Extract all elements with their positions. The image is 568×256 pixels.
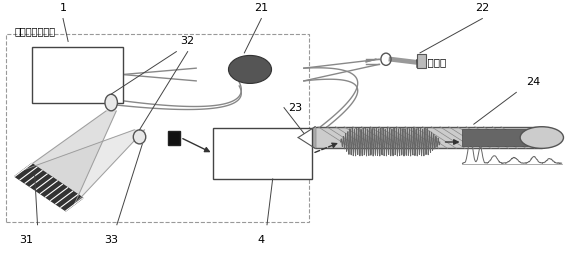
Text: 傅里叶变换: 傅里叶变换: [416, 57, 447, 67]
Bar: [32, 47, 123, 103]
Text: 23: 23: [289, 103, 302, 113]
Bar: [315, 127, 542, 148]
Text: 4: 4: [258, 235, 265, 245]
Bar: [168, 131, 180, 145]
Text: 21: 21: [254, 3, 269, 13]
Ellipse shape: [133, 130, 146, 144]
Bar: [462, 129, 535, 146]
Text: 31: 31: [19, 235, 33, 245]
Text: 22: 22: [475, 3, 490, 13]
Text: 1: 1: [60, 3, 66, 13]
Polygon shape: [298, 127, 315, 148]
Polygon shape: [23, 111, 116, 204]
Text: 33: 33: [104, 235, 118, 245]
Ellipse shape: [228, 56, 272, 83]
Ellipse shape: [105, 94, 118, 111]
Polygon shape: [15, 164, 83, 211]
Text: 32: 32: [181, 36, 195, 46]
Polygon shape: [23, 130, 145, 204]
Bar: [6, 34, 310, 222]
Bar: [417, 54, 426, 68]
Bar: [213, 128, 312, 179]
Ellipse shape: [520, 127, 563, 148]
Text: 24: 24: [526, 77, 540, 87]
Text: 干涉谱采集系统: 干涉谱采集系统: [15, 26, 56, 36]
